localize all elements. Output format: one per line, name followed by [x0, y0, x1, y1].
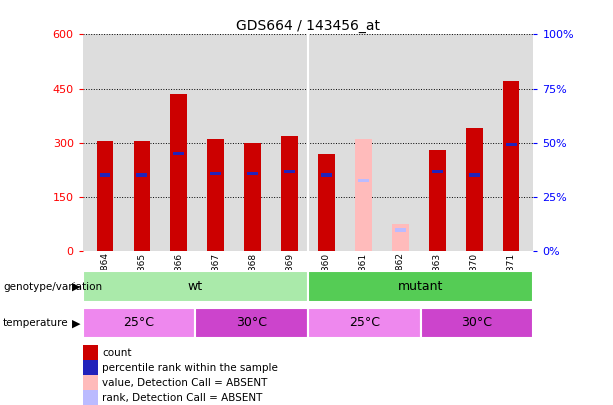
Text: 30°C: 30°C [462, 316, 492, 330]
Text: value, Detection Call = ABSENT: value, Detection Call = ABSENT [102, 377, 268, 388]
Bar [284, 170, 295, 173]
Bar [308, 308, 421, 338]
Bar [83, 271, 308, 302]
Bar [97, 141, 113, 251]
Bar [173, 152, 184, 156]
Bar [358, 179, 369, 183]
Bar [395, 228, 406, 232]
Bar [308, 271, 533, 302]
Text: rank, Detection Call = ABSENT: rank, Detection Call = ABSENT [102, 392, 263, 403]
Bar [281, 136, 298, 251]
Bar [321, 173, 332, 177]
Bar [355, 139, 371, 251]
Text: percentile rank within the sample: percentile rank within the sample [102, 362, 278, 373]
Bar [170, 94, 187, 251]
Bar [99, 173, 110, 177]
Bar [466, 128, 482, 251]
Bar [506, 143, 517, 146]
Bar [134, 141, 150, 251]
Text: temperature: temperature [3, 318, 69, 328]
Text: 30°C: 30°C [236, 316, 267, 330]
Bar [196, 308, 308, 338]
Bar [469, 173, 479, 177]
Text: mutant: mutant [398, 280, 443, 293]
Bar [83, 308, 196, 338]
Text: 25°C: 25°C [124, 316, 154, 330]
Bar [210, 172, 221, 175]
Bar [432, 170, 443, 173]
Text: ▶: ▶ [72, 318, 81, 328]
Bar [207, 139, 224, 251]
Bar [137, 173, 147, 177]
Bar [503, 81, 519, 251]
Bar [245, 143, 261, 251]
Bar [421, 308, 533, 338]
Bar [392, 224, 409, 251]
Text: count: count [102, 347, 132, 358]
Title: GDS664 / 143456_at: GDS664 / 143456_at [236, 19, 380, 33]
Text: 25°C: 25°C [349, 316, 380, 330]
Text: ▶: ▶ [72, 282, 81, 292]
Text: wt: wt [188, 280, 203, 293]
Bar [429, 150, 446, 251]
Text: genotype/variation: genotype/variation [3, 282, 102, 292]
Bar [318, 153, 335, 251]
Bar [247, 172, 258, 175]
